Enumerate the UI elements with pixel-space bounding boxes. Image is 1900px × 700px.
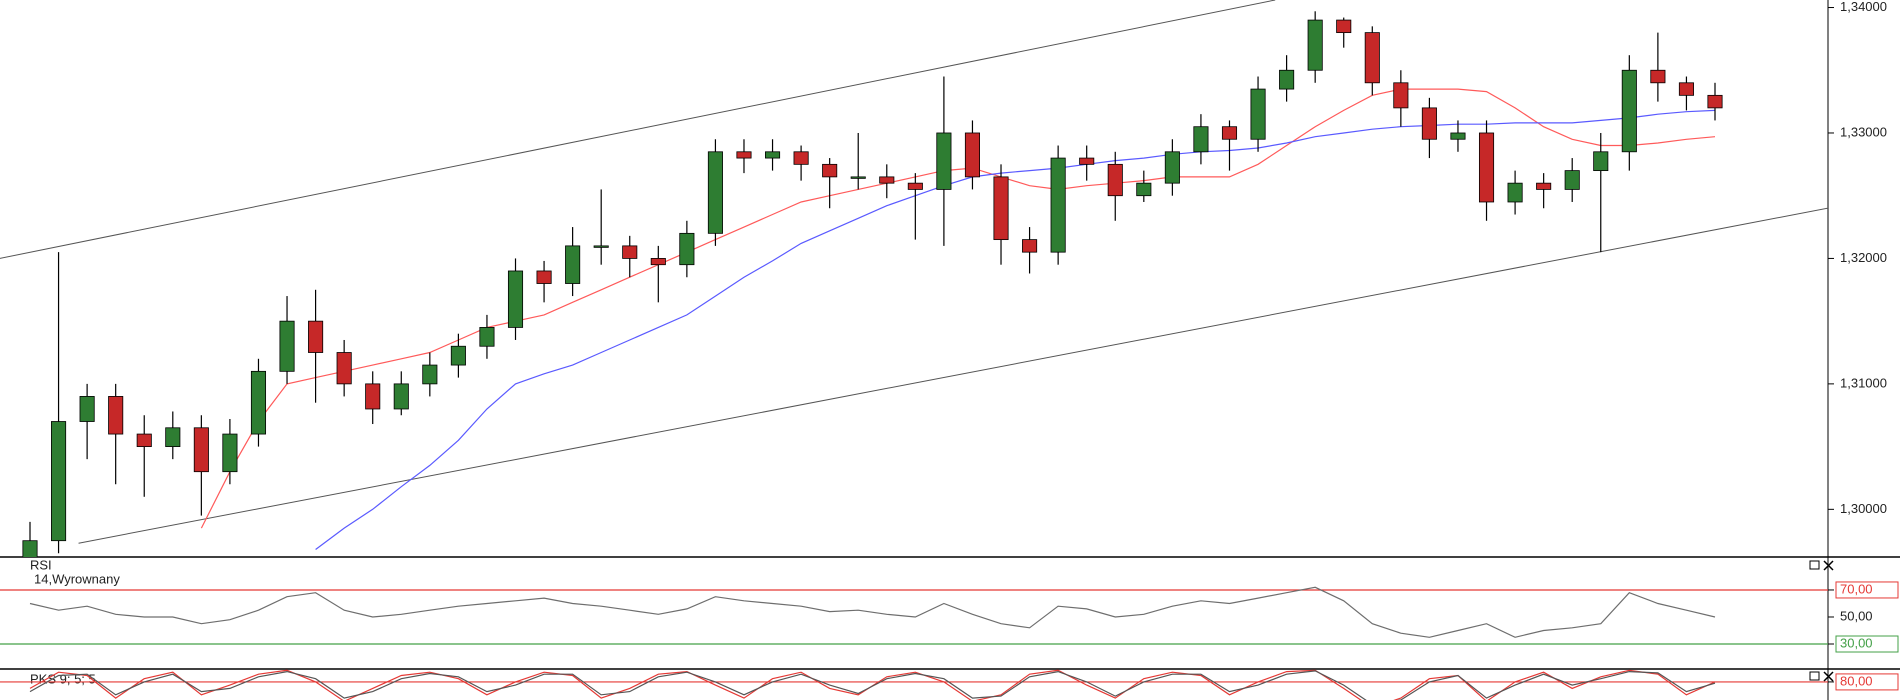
candle-body: [565, 245, 581, 284]
panel-subtitle: 14,Wyrownany: [34, 571, 120, 586]
candle-body: [879, 176, 895, 184]
y-tick-label: 1,33000: [1840, 124, 1887, 139]
moving-average-line: [200, 88, 1716, 529]
panel-title: RSI: [30, 557, 52, 572]
candle-body: [1707, 94, 1723, 109]
candle-body: [507, 270, 524, 328]
candle-body: [1136, 182, 1152, 197]
candle-body: [108, 396, 124, 435]
candle-body: [136, 433, 152, 448]
trendline: [78, 207, 1828, 544]
candle-body: [850, 176, 866, 179]
candle-body: [822, 163, 838, 178]
candle-body: [1221, 126, 1238, 140]
candle-body: [308, 320, 324, 353]
panel: [0, 586, 1828, 645]
candle-body: [707, 151, 723, 234]
candle-body: [1536, 182, 1552, 190]
candle-body: [1364, 32, 1380, 84]
candle-body: [1478, 132, 1495, 203]
candle-body: [1193, 126, 1209, 153]
candle-body: [1507, 182, 1523, 203]
candle-body: [1164, 151, 1180, 184]
candle-body: [1336, 19, 1352, 34]
candle-body: [422, 364, 438, 385]
candle-body: [79, 396, 95, 422]
candle-body: [1678, 82, 1694, 96]
candle-body: [22, 540, 38, 557]
panel: [0, 0, 1828, 557]
y-tick-label: 30,00: [1840, 635, 1873, 650]
candle-body: [679, 232, 695, 266]
candle-body: [336, 352, 352, 385]
candle-body: [1250, 88, 1266, 140]
candle-body: [765, 151, 781, 159]
y-tick-label: 70,00: [1840, 581, 1873, 596]
candle-body: [193, 427, 209, 473]
y-tick-label: 1,32000: [1840, 250, 1887, 265]
y-tick-label: 1,30000: [1840, 501, 1887, 516]
candle-body: [450, 345, 466, 366]
tick-label-box: [1835, 635, 1899, 653]
candle-body: [165, 427, 181, 448]
candle-body: [736, 151, 752, 159]
candle-body: [222, 433, 238, 473]
candle-body: [250, 370, 267, 435]
candle-body: [1564, 170, 1580, 190]
candle-body: [907, 182, 923, 190]
panel: [0, 669, 1828, 700]
maximize-button[interactable]: [1809, 671, 1820, 681]
candle-body: [1022, 239, 1038, 253]
y-tick-label: 50,00: [1840, 608, 1873, 623]
candle-body: [1593, 151, 1609, 172]
close-button[interactable]: [1823, 671, 1834, 682]
candle-body: [1079, 157, 1095, 165]
candle-body: [1621, 69, 1637, 153]
candle-body: [622, 245, 638, 259]
candle-body: [1050, 157, 1066, 253]
candle-body: [593, 245, 609, 248]
candle-body: [650, 258, 666, 266]
candle-body: [1107, 163, 1123, 197]
y-tick-label: 1,34000: [1840, 0, 1887, 14]
moving-average-line: [315, 109, 1716, 550]
candle-body: [51, 421, 67, 542]
tick-label-box: [1835, 581, 1899, 599]
candle-body: [1307, 19, 1323, 71]
y-tick-label: 1,31000: [1840, 375, 1887, 390]
candle-body: [964, 132, 980, 178]
candle-body: [393, 383, 409, 410]
indicator-line: [29, 586, 1716, 638]
candle-body: [479, 327, 495, 347]
trendline: [0, 0, 1276, 259]
candle-body: [993, 176, 1009, 241]
candle-body: [1393, 82, 1409, 109]
candle-body: [1279, 69, 1295, 90]
candle-body: [1650, 69, 1666, 84]
indicator-line: [29, 670, 1716, 700]
maximize-button[interactable]: [1809, 560, 1820, 570]
panel-controls[interactable]: [1809, 560, 1834, 682]
candle-body: [936, 132, 952, 190]
candle-body: [793, 151, 809, 165]
candle-body: [1421, 107, 1437, 140]
candle-body: [536, 270, 552, 284]
close-button[interactable]: [1823, 560, 1834, 571]
candle-body: [365, 383, 381, 410]
candle-body: [1450, 132, 1466, 140]
candle-body: [279, 320, 295, 372]
y-tick-label: 80,00: [1840, 673, 1873, 688]
tick-label-box: [1835, 673, 1899, 691]
